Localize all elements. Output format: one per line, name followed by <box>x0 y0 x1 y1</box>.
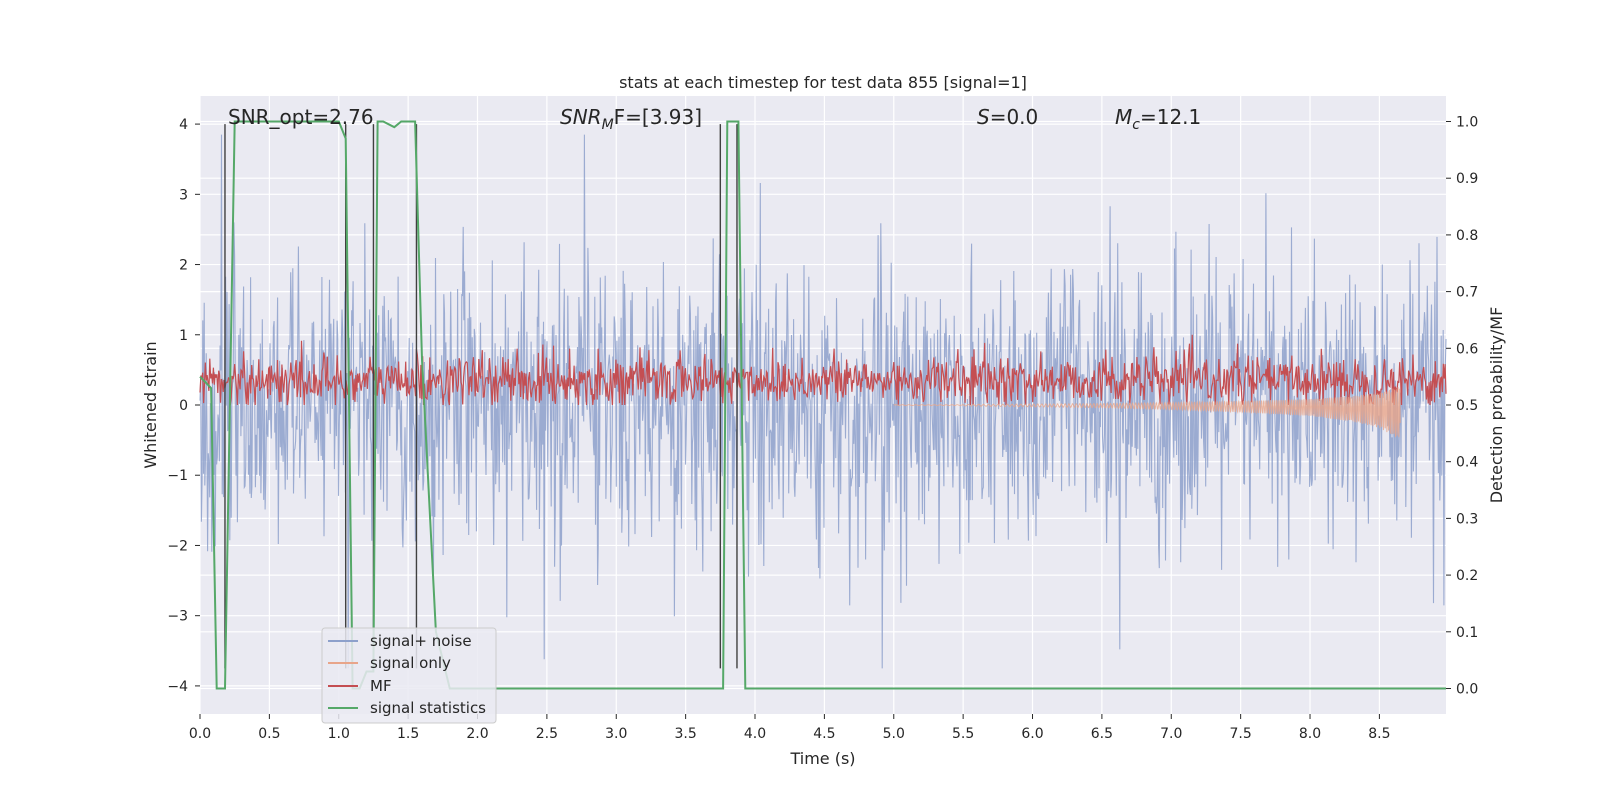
y-tick-label: 3 <box>179 187 188 203</box>
mc-symbol: M <box>1115 105 1132 129</box>
y2-tick-label: 1.0 <box>1456 115 1478 131</box>
x-tick-label: 8.5 <box>1368 726 1390 742</box>
x-tick-label: 4.0 <box>744 726 766 742</box>
y-tick-label: −2 <box>167 538 188 554</box>
annotation-s: S=0.0 <box>977 105 1038 129</box>
x-tick-label: 7.0 <box>1160 726 1182 742</box>
mf-line <box>199 334 1447 406</box>
x-tick-label: 0.5 <box>258 726 280 742</box>
legend: signal+ noise signal only MF signal stat… <box>321 627 497 724</box>
y-tick-label: −4 <box>167 679 188 695</box>
y2-tick-label: 0.7 <box>1456 285 1478 301</box>
mc-value: =12.1 <box>1140 105 1201 129</box>
y2-tick-label: 0.6 <box>1456 341 1478 357</box>
snr-mf-symbol: SNR <box>560 105 602 129</box>
y-tick-label: 1 <box>179 328 188 344</box>
y2-tick-label: 0.9 <box>1456 171 1478 187</box>
y-tick-label: −3 <box>167 609 188 625</box>
x-tick-label: 3.0 <box>605 726 627 742</box>
y2-tick-label: 0.1 <box>1456 625 1478 641</box>
annotation-mc: Mc=12.1 <box>1115 105 1201 133</box>
mf-series <box>199 334 1447 406</box>
y2-axis-label: Detection probability/MF <box>1487 307 1506 504</box>
legend-label-signal-only: signal only <box>370 654 451 672</box>
signal-statistics-line <box>199 120 1446 690</box>
x-tick-label: 2.5 <box>536 726 558 742</box>
mc-subscript: c <box>1132 117 1140 133</box>
x-tick-label: 4.5 <box>813 726 835 742</box>
y2-tick-label: 0.3 <box>1456 511 1478 527</box>
snr-mf-value: F=[3.93] <box>614 105 702 129</box>
y2-tick-label: 0.8 <box>1456 228 1478 244</box>
x-tick-label: 1.0 <box>328 726 350 742</box>
x-axis-label: Time (s) <box>789 749 855 768</box>
y-axis-label: Whitened strain <box>141 341 160 468</box>
y-tick-label: −1 <box>167 468 188 484</box>
x-tick-label: 2.0 <box>466 726 488 742</box>
x-tick-label: 1.5 <box>397 726 419 742</box>
legend-box <box>321 627 497 724</box>
y2-tick-label: 0.4 <box>1456 455 1478 471</box>
x-tick-label: 5.0 <box>883 726 905 742</box>
x-tick-label: 6.0 <box>1021 726 1043 742</box>
s-symbol: S <box>977 105 990 129</box>
annotation-snr-mf: SNRMF=[3.93] <box>560 105 702 133</box>
y-tick-label: 2 <box>179 258 188 274</box>
y2-tick-label: 0.2 <box>1456 568 1478 584</box>
y-tick-label: 4 <box>179 117 188 133</box>
y2-tick-label: 0.5 <box>1456 398 1478 414</box>
x-tick-label: 0.0 <box>189 726 211 742</box>
y-tick-label: 0 <box>179 398 188 414</box>
signal-statistics-series <box>199 120 1446 690</box>
snr-mf-subscript: M <box>602 117 614 133</box>
x-tick-label: 8.0 <box>1299 726 1321 742</box>
x-tick-label: 5.5 <box>952 726 974 742</box>
y2-tick-label: 0.0 <box>1456 681 1478 697</box>
legend-label-mf: MF <box>370 677 392 695</box>
x-tick-label: 3.5 <box>675 726 697 742</box>
signal-only-series <box>893 386 1401 438</box>
annotation-snr-opt: SNR_opt=2.76 <box>228 105 374 129</box>
s-value: =0.0 <box>990 105 1039 129</box>
x-tick-label: 7.5 <box>1230 726 1252 742</box>
x-tick-label: 6.5 <box>1091 726 1113 742</box>
legend-label-signal-statistics: signal statistics <box>370 699 486 717</box>
chart-title: stats at each timestep for test data 855… <box>619 73 1027 92</box>
legend-label-signal-noise: signal+ noise <box>370 632 472 650</box>
axis-ticks: 0.0 0.5 1.0 1.5 2.0 2.5 3.0 3.5 4.0 4.5 5.0 5.5 6.0 6… <box>167 115 1478 742</box>
signal-only-line <box>893 386 1401 438</box>
